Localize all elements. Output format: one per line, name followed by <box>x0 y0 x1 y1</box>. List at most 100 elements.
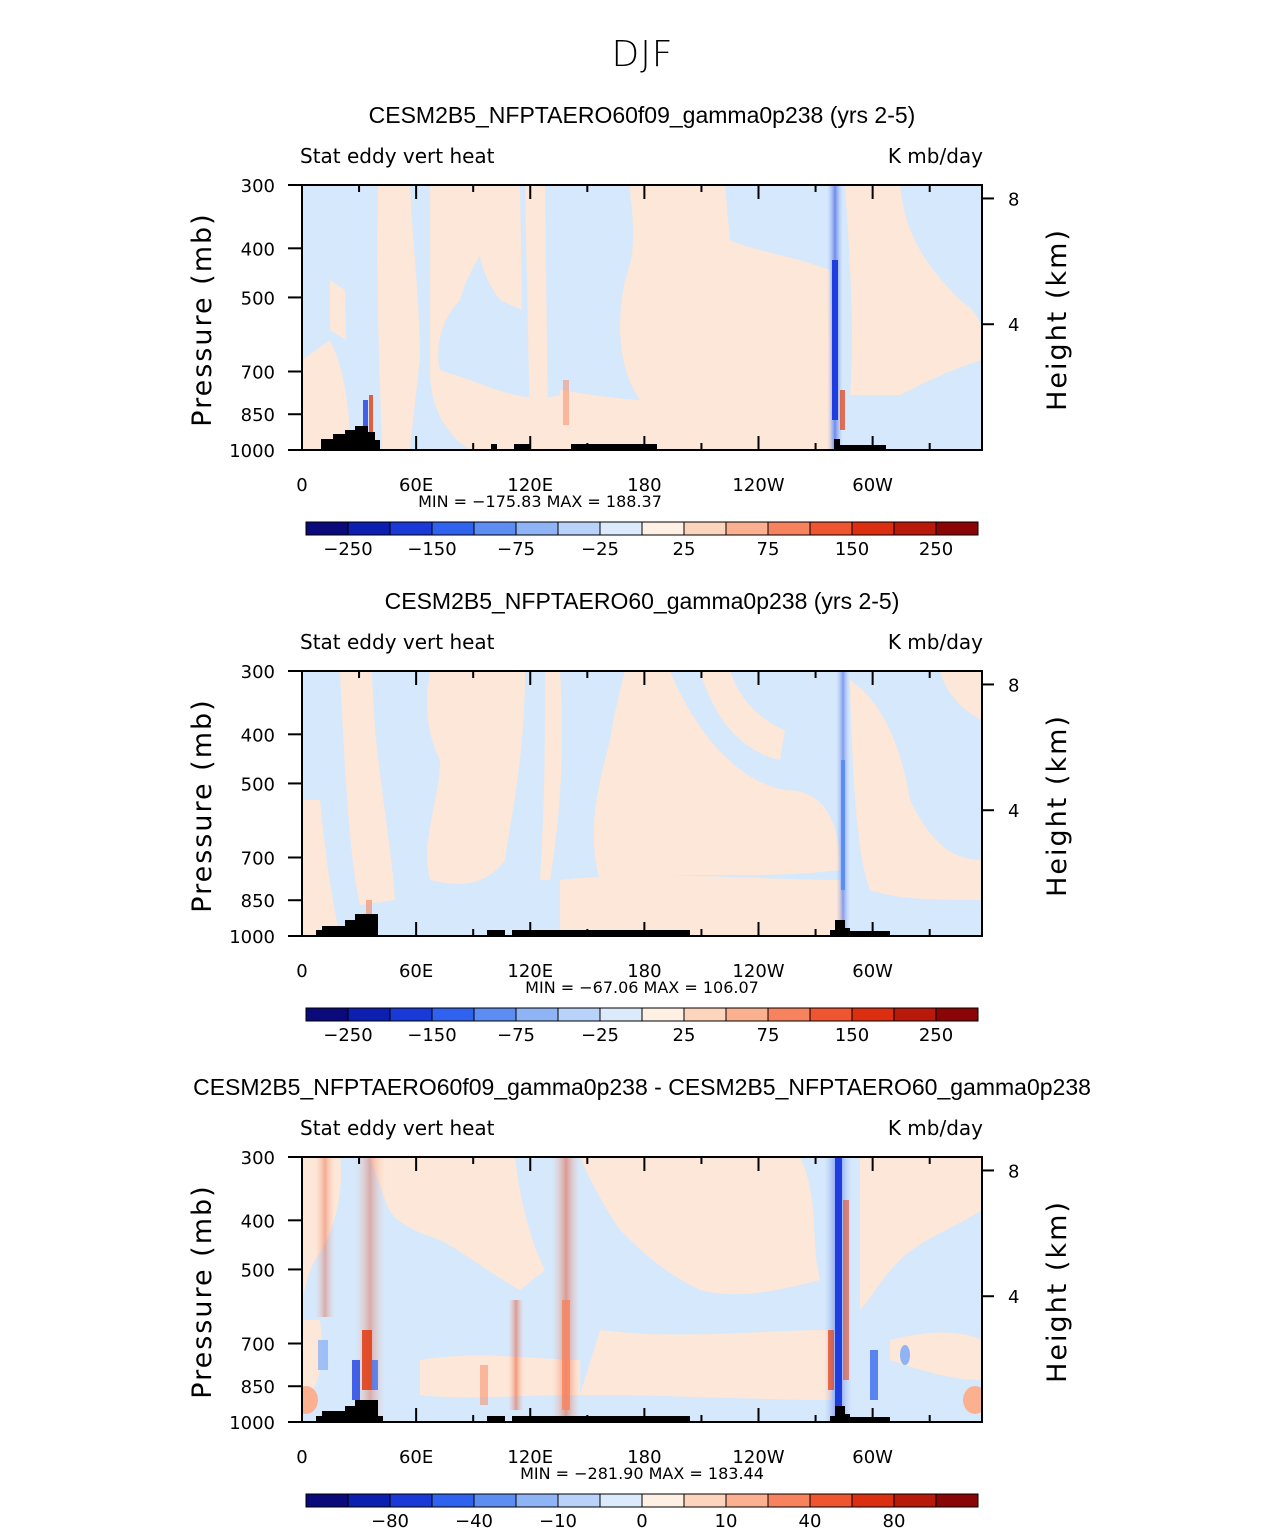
units-string: K mb/day <box>888 630 983 654</box>
colorbar-box <box>431 521 475 536</box>
colorbar-label: −40 <box>455 1511 493 1531</box>
y-tick-label: 500 <box>241 288 275 309</box>
y-tick-label: 300 <box>241 1148 275 1169</box>
units-string: K mb/day <box>888 1116 983 1140</box>
y-tick-label: 850 <box>241 405 275 426</box>
colorbar-label: 250 <box>919 539 953 560</box>
colorbar: −80 −40 −10 0 10 40 80 <box>305 1493 979 1531</box>
contour-field <box>302 671 982 936</box>
colorbar-box <box>851 1007 895 1022</box>
colorbar-box <box>347 521 391 536</box>
colorbar-box <box>431 1493 475 1508</box>
colorbar-box <box>809 1007 853 1022</box>
colorbar-box <box>809 1493 853 1508</box>
colorbar-label: 25 <box>673 1025 696 1046</box>
y-tick-label: 300 <box>241 176 275 197</box>
colorbar-box <box>305 1007 349 1022</box>
y-tick-label: 850 <box>241 1377 275 1398</box>
panel-title: CESM2B5_NFPTAERO60_gamma0p238 (yrs 2-5) <box>385 588 900 614</box>
contour-field <box>302 1157 982 1422</box>
colorbar-box <box>893 1493 937 1508</box>
colorbar-box <box>641 1007 685 1022</box>
colorbar-box <box>473 1007 517 1022</box>
colorbar-box <box>473 521 517 536</box>
colorbar-label: 75 <box>757 1025 780 1046</box>
plot-frame <box>301 670 983 937</box>
colorbar-label: 40 <box>799 1511 822 1531</box>
y2-axis-label: Height (km) <box>1042 714 1073 897</box>
colorbar-label: 150 <box>835 539 869 560</box>
colorbar-box <box>347 1493 391 1508</box>
y2-tick-label: 4 <box>1008 801 1019 822</box>
colorbar-box <box>599 1007 643 1022</box>
colorbar-box <box>515 521 559 536</box>
colorbar-label: −80 <box>371 1511 409 1531</box>
colorbar-box <box>557 521 601 536</box>
x-tick-label: 120W <box>732 1447 784 1468</box>
y2-axis-label: Height (km) <box>1042 1200 1073 1383</box>
colorbar-box <box>935 1007 979 1022</box>
colorbar-label: −150 <box>407 1025 456 1046</box>
colorbar-box <box>305 1493 349 1508</box>
contour-field <box>302 185 982 450</box>
stats-label: MIN = −67.06 MAX = 106.07 <box>525 978 759 997</box>
colorbar-box <box>893 1007 937 1022</box>
colorbar-box <box>431 1007 475 1022</box>
left-string: Stat eddy vert heat <box>300 630 495 654</box>
x-tick-label: 60E <box>399 1447 433 1468</box>
y2-tick-label: 8 <box>1008 1161 1019 1182</box>
colorbar-label: 80 <box>883 1511 906 1531</box>
y-tick-label: 1000 <box>229 1413 275 1434</box>
x-tick-label: 120W <box>732 961 784 982</box>
colorbar: −250 −150 −75 −25 25 75 150 250 <box>305 1007 979 1046</box>
panel-3: CESM2B5_NFPTAERO60f09_gamma0p238 - CESM2… <box>187 1074 1091 1531</box>
y-tick-label: 500 <box>241 774 275 795</box>
y2-tick-label: 4 <box>1008 315 1019 336</box>
x-tick-label: 60E <box>399 961 433 982</box>
x-tick-label: 180 <box>627 475 661 496</box>
colorbar-box <box>767 521 811 536</box>
plot-frame <box>301 1156 983 1423</box>
colorbar-box <box>515 1007 559 1022</box>
colorbar-box <box>515 1493 559 1508</box>
y-tick-label: 700 <box>241 848 275 869</box>
colorbar-box <box>683 1493 727 1508</box>
colorbar-label: −25 <box>581 539 619 560</box>
y-axis-label: Pressure (mb) <box>187 698 218 912</box>
colorbar-box <box>641 521 685 536</box>
x-tick-label: 60E <box>399 475 433 496</box>
colorbar-box <box>767 1007 811 1022</box>
left-string: Stat eddy vert heat <box>300 144 495 168</box>
x-tick-label: 0 <box>296 475 307 496</box>
colorbar-box <box>851 1493 895 1508</box>
colorbar-box <box>389 1493 433 1508</box>
colorbar-box <box>305 521 349 536</box>
colorbar-box <box>557 1007 601 1022</box>
x-tick-label: 120E <box>507 475 553 496</box>
colorbar-box <box>725 521 769 536</box>
colorbar-box <box>935 521 979 536</box>
colorbar-label: 10 <box>715 1511 738 1531</box>
colorbar-box <box>767 1493 811 1508</box>
y-tick-label: 700 <box>241 362 275 383</box>
x-tick-label: 60W <box>852 475 893 496</box>
y-tick-label: 300 <box>241 662 275 683</box>
colorbar-label: 250 <box>919 1025 953 1046</box>
x-tick-label: 180 <box>627 1447 661 1468</box>
y-tick-label: 1000 <box>229 927 275 948</box>
left-string: Stat eddy vert heat <box>300 1116 495 1140</box>
units-string: K mb/day <box>888 144 983 168</box>
x-tick-label: 180 <box>627 961 661 982</box>
y2-axis-label: Height (km) <box>1042 228 1073 411</box>
colorbar-box <box>851 521 895 536</box>
colorbar-box <box>683 1007 727 1022</box>
y-axis-label: Pressure (mb) <box>187 212 218 426</box>
panel-2: CESM2B5_NFPTAERO60_gamma0p238 (yrs 2-5) … <box>187 588 1073 1046</box>
colorbar-label: −75 <box>497 1025 535 1046</box>
colorbar-label: 75 <box>757 539 780 560</box>
colorbar-box <box>935 1493 979 1508</box>
y2-tick-label: 4 <box>1008 1287 1019 1308</box>
x-tick-label: 120E <box>507 1447 553 1468</box>
x-tick-label: 0 <box>296 1447 307 1468</box>
stats-label: MIN = −281.90 MAX = 183.44 <box>520 1464 764 1483</box>
